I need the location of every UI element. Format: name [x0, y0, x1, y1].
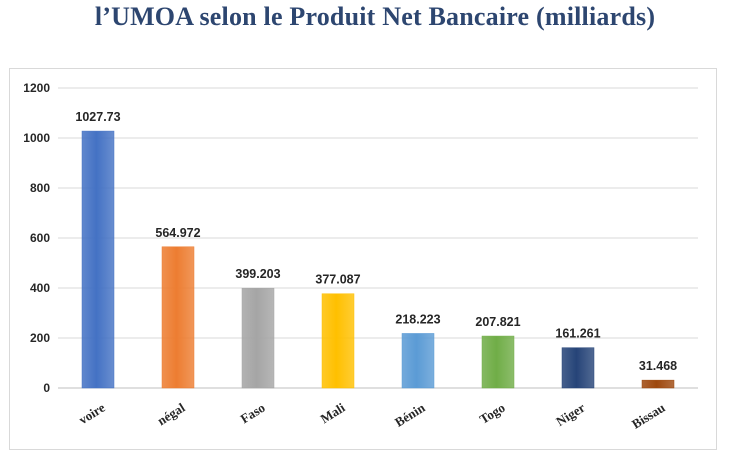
data-label: 1027.73 [75, 110, 120, 124]
x-tick-label: Bissau [629, 400, 668, 432]
x-tick-label: Bénin [392, 399, 428, 429]
y-tick-label: 200 [30, 331, 50, 345]
data-label: 161.261 [555, 327, 600, 341]
x-tick-label: négal [155, 400, 188, 429]
bar-chart: 0 200 400 600 800 1000 1200 1027.73 voire 564.972… [23, 81, 698, 432]
x-tick-label: Niger [553, 400, 587, 429]
y-tick-label: 800 [30, 181, 50, 195]
y-tick-label: 400 [30, 281, 50, 295]
data-label: 31.468 [639, 359, 677, 373]
bar-3 [241, 287, 275, 389]
y-tick-label: 1000 [23, 131, 50, 145]
x-tick-label: voire [76, 400, 108, 428]
x-tick-label: Togo [477, 400, 508, 427]
data-label: 218.223 [395, 312, 440, 326]
x-tick-label: Faso [238, 400, 268, 426]
bar-7 [561, 347, 595, 389]
bar-6 [481, 335, 515, 389]
data-label: 207.821 [475, 315, 520, 329]
y-tick-label: 600 [30, 231, 50, 245]
chart-title: l’UMOA selon le Produit Net Bancaire (mi… [94, 2, 656, 31]
data-label: 377.087 [315, 273, 360, 287]
bar-4 [321, 293, 355, 389]
y-tick-label: 0 [43, 381, 50, 395]
bar-8 [641, 379, 675, 389]
chart-area: 0 200 400 600 800 1000 1200 1027.73 voire 564.972… [9, 68, 717, 450]
y-tick-label: 1200 [23, 81, 50, 95]
bar-1 [81, 130, 115, 389]
data-label: 399.203 [235, 267, 280, 281]
bar-2 [161, 246, 195, 389]
bar-5 [401, 333, 435, 389]
x-tick-label: Mali [318, 400, 348, 427]
data-label: 564.972 [155, 226, 200, 240]
